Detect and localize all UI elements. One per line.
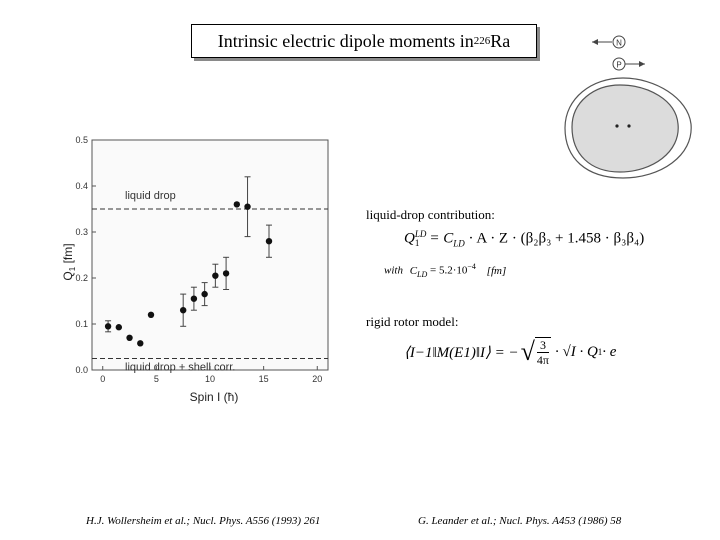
x-tick-label-0: 0 xyxy=(100,374,105,384)
reference-line-label-0: liquid drop xyxy=(125,190,176,202)
reference-left: H.J. Wollersheim et al.; Nucl. Phys. A55… xyxy=(86,515,321,527)
axis-ticks: 0.0 0.1 0.2 0.3 0.4 0.5 0 5 10 15 20 xyxy=(75,135,322,384)
x-tick-label-3: 15 xyxy=(259,374,269,384)
rr-fraction: 3 4π xyxy=(534,337,551,367)
data-point-0 xyxy=(104,323,112,330)
rr-heading: rigid rotor model: xyxy=(366,314,459,329)
y-axis-label: Q1 [fm] xyxy=(61,243,77,280)
title-mass-number: 226 xyxy=(473,35,491,47)
with-exponent: −4 xyxy=(467,262,476,271)
rr-e: · e xyxy=(602,343,617,360)
y-tick-label-1: 0.1 xyxy=(75,319,88,329)
x-tick-label-4: 20 xyxy=(312,374,322,384)
data-point-4 xyxy=(147,311,155,318)
data-point-12 xyxy=(265,238,273,245)
y-tick-label-4: 0.4 xyxy=(75,181,88,191)
ld-lhs: Q xyxy=(404,230,415,247)
rr-lhs: ⟨I−1‖M(E1)‖I⟩ = − xyxy=(404,344,519,361)
ld-lhs-sup: LD xyxy=(414,229,427,239)
y-tick-label-2: 0.2 xyxy=(75,273,88,283)
data-point-5 xyxy=(179,307,187,314)
ld-rhs-sub: LD xyxy=(453,238,465,249)
plot-area xyxy=(91,139,329,371)
x-axis-label: Spin I (ħ) xyxy=(190,390,239,404)
data-point-6 xyxy=(190,295,198,302)
ylabel-unit: [fm] xyxy=(61,243,75,266)
ld-lhs-sub: 1 xyxy=(414,238,420,248)
x-tick-label-1: 5 xyxy=(154,374,159,384)
title-text: Intrinsic electric dipole moments in xyxy=(217,30,474,51)
rr-sqrt-sign: √ xyxy=(520,337,535,366)
ld-rhs-tail: · A · Z · (β₂β₃ + 1.458 · β₃β₄) xyxy=(464,230,645,247)
ld-formula: Q LD 1 = CLD · A · Z · (β₂β₃ + 1.458 · β₃β₄… xyxy=(404,230,645,249)
data-point-8 xyxy=(212,272,219,279)
reference-lines: liquid drop liquid drop + shell corr. xyxy=(92,190,328,374)
with-c: C xyxy=(409,264,418,277)
rr-tail: · √I · Q xyxy=(554,343,598,360)
ld-lhs-scripts: LD 1 xyxy=(415,230,427,248)
data-point-9 xyxy=(222,270,230,277)
ld-rhs: = C xyxy=(429,230,454,247)
x-tick-label-2: 10 xyxy=(205,374,215,384)
y-tick-label-3: 0.3 xyxy=(75,227,88,237)
with-c-sub: LD xyxy=(417,269,428,279)
ld-constant: with CLD = 5.2·10−4 [fm] xyxy=(384,262,506,279)
with-text: with xyxy=(384,264,403,277)
with-unit: [fm] xyxy=(486,264,507,277)
y-tick-label-0: 0.0 xyxy=(75,365,88,375)
title-element: Ra xyxy=(490,30,511,51)
rr-frac-num: 3 xyxy=(536,338,549,353)
data-point-10 xyxy=(233,201,241,208)
reference-line-label-1: liquid drop + shell corr. xyxy=(125,362,235,374)
y-tick-label-5: 0.5 xyxy=(75,135,88,145)
rr-tail-sub: 1 xyxy=(597,347,603,357)
rr-sqrt: √ 3 4π xyxy=(521,337,551,367)
ld-heading: liquid-drop contribution: xyxy=(366,207,495,222)
reference-right: G. Leander et al.; Nucl. Phys. A453 (198… xyxy=(418,515,622,527)
with-value: = 5.2·10 xyxy=(430,264,468,277)
data-point-11 xyxy=(244,203,251,210)
ylabel-symbol: Q xyxy=(61,271,75,280)
rr-frac-den: 4π xyxy=(536,353,549,367)
ylabel-sub: 1 xyxy=(68,266,77,271)
data-point-3 xyxy=(137,340,144,347)
data-point-7 xyxy=(201,290,208,298)
data-points xyxy=(104,176,273,347)
data-point-2 xyxy=(126,334,133,341)
slide-title: Intrinsic electric dipole moments in 226… xyxy=(191,24,537,58)
data-point-1 xyxy=(115,324,123,331)
